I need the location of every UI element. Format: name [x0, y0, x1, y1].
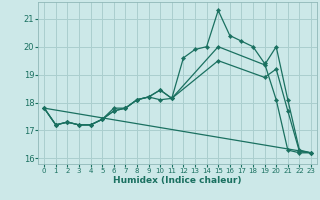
X-axis label: Humidex (Indice chaleur): Humidex (Indice chaleur) [113, 176, 242, 185]
